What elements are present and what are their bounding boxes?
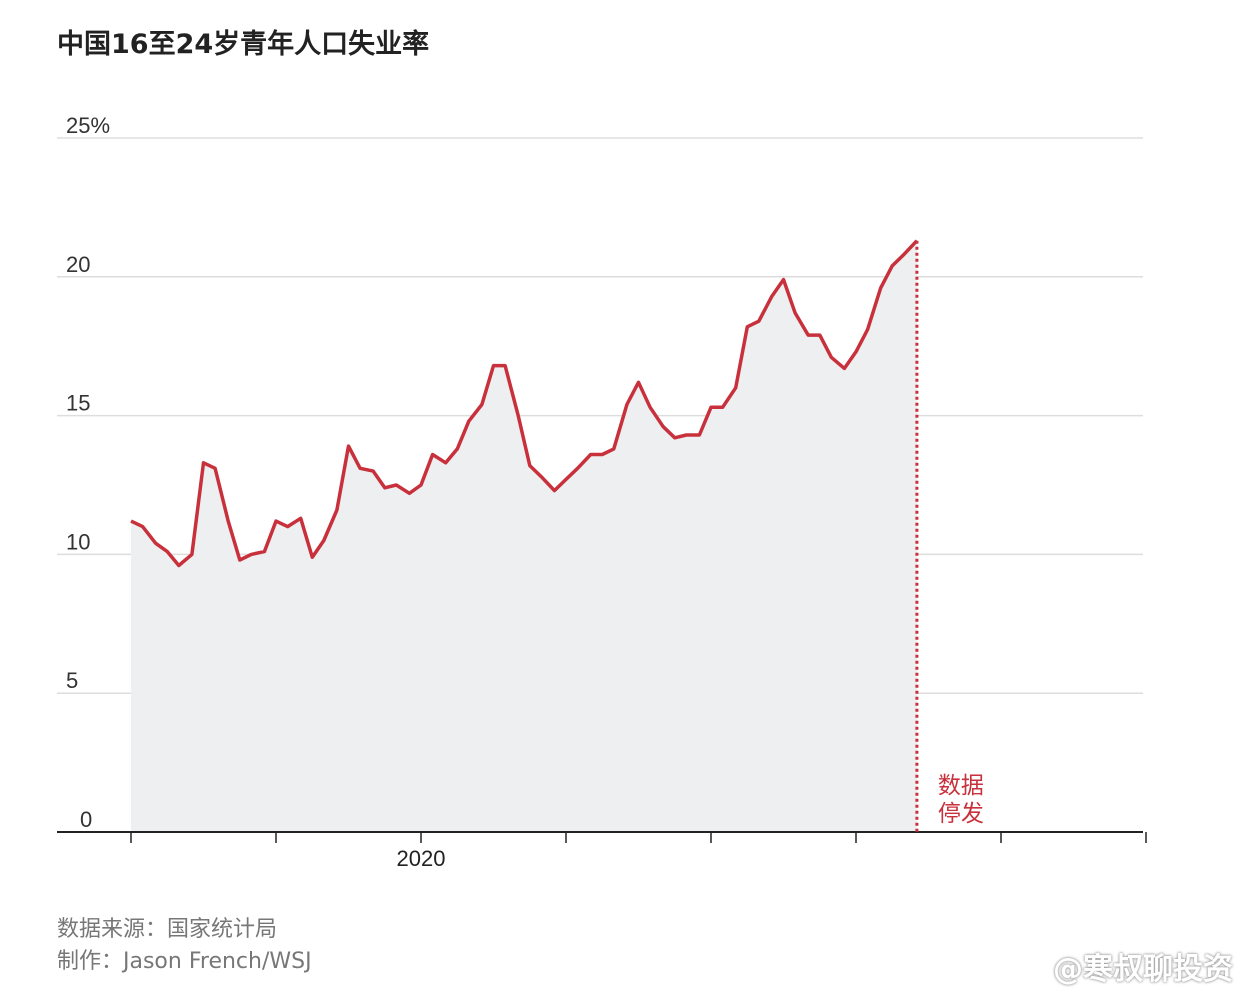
axis-layer [57, 240, 1147, 843]
y-tick-label: 5 [66, 668, 78, 693]
y-tick-label: 15 [66, 391, 90, 416]
y-tick-label: 0 [80, 807, 92, 832]
series-line [130, 239, 919, 568]
annotation-text: 数据 [938, 773, 984, 799]
y-tick-label: 25% [66, 113, 110, 138]
source-note: 数据来源：国家统计局 制作：Jason French/WSJ [57, 914, 312, 978]
annotation-text: 停发 [938, 801, 984, 827]
area-fill [131, 240, 917, 832]
watermark: @寒叔聊投资 [1053, 952, 1233, 987]
y-tick-label: 20 [66, 252, 90, 277]
source-line: 数据来源：国家统计局 [57, 917, 278, 942]
x-tick-label: 2020 [397, 846, 446, 871]
y-tick-label: 10 [66, 529, 90, 554]
chart-title: 中国16至24岁青年人口失业率 [57, 29, 430, 60]
credit-line: 制作：Jason French/WSJ [57, 949, 312, 974]
